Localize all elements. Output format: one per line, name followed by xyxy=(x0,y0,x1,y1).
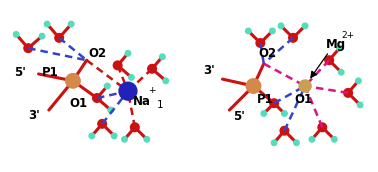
Circle shape xyxy=(93,94,101,102)
Circle shape xyxy=(66,74,80,88)
Circle shape xyxy=(108,107,113,113)
Circle shape xyxy=(309,137,315,142)
Circle shape xyxy=(270,99,279,108)
Circle shape xyxy=(325,56,333,64)
Circle shape xyxy=(119,82,137,100)
Circle shape xyxy=(278,23,284,29)
Circle shape xyxy=(112,133,117,139)
Circle shape xyxy=(357,102,363,108)
Circle shape xyxy=(68,21,74,27)
Circle shape xyxy=(318,123,327,132)
Circle shape xyxy=(89,133,94,139)
Circle shape xyxy=(13,32,19,37)
Circle shape xyxy=(344,89,352,97)
Text: Mg: Mg xyxy=(326,38,346,51)
Text: P1: P1 xyxy=(257,93,274,106)
Circle shape xyxy=(39,33,45,39)
Circle shape xyxy=(294,140,299,146)
Circle shape xyxy=(289,34,297,42)
Text: O2: O2 xyxy=(259,47,277,60)
Text: 2+: 2+ xyxy=(341,31,354,40)
Text: 3': 3' xyxy=(28,109,40,122)
Text: O1: O1 xyxy=(70,97,88,110)
Text: +: + xyxy=(148,86,155,95)
Circle shape xyxy=(332,137,337,142)
Circle shape xyxy=(356,78,361,84)
Circle shape xyxy=(299,80,311,92)
Circle shape xyxy=(261,111,266,116)
Circle shape xyxy=(246,79,261,93)
Circle shape xyxy=(98,120,107,128)
Circle shape xyxy=(55,34,64,42)
Circle shape xyxy=(337,45,342,51)
Circle shape xyxy=(280,126,289,135)
Circle shape xyxy=(163,78,169,84)
Circle shape xyxy=(338,69,344,75)
Circle shape xyxy=(282,111,287,116)
Circle shape xyxy=(125,51,131,56)
Text: 1: 1 xyxy=(157,100,164,110)
Circle shape xyxy=(44,21,50,27)
Circle shape xyxy=(113,61,122,70)
Circle shape xyxy=(160,54,165,60)
Circle shape xyxy=(256,39,265,47)
Circle shape xyxy=(130,123,139,132)
Text: P1: P1 xyxy=(42,66,59,79)
Circle shape xyxy=(271,140,277,146)
Circle shape xyxy=(246,28,251,34)
Circle shape xyxy=(122,137,127,142)
Text: O2: O2 xyxy=(88,47,107,60)
Circle shape xyxy=(105,83,110,89)
Circle shape xyxy=(302,23,308,29)
Text: 5': 5' xyxy=(14,66,26,79)
Circle shape xyxy=(24,44,33,52)
Text: 3': 3' xyxy=(204,64,215,77)
Circle shape xyxy=(148,64,156,73)
Text: Na: Na xyxy=(133,95,151,108)
Text: 5': 5' xyxy=(233,110,245,123)
Text: O1: O1 xyxy=(295,93,313,106)
Circle shape xyxy=(270,28,275,34)
Circle shape xyxy=(144,137,150,142)
Circle shape xyxy=(129,75,134,80)
